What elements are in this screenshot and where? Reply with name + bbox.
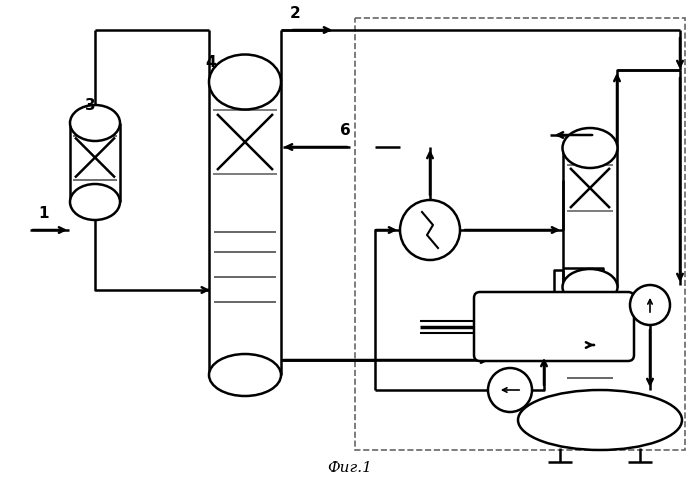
FancyBboxPatch shape <box>474 292 634 361</box>
Ellipse shape <box>70 184 120 220</box>
Text: 6: 6 <box>340 123 351 138</box>
Ellipse shape <box>563 269 617 305</box>
Ellipse shape <box>209 354 281 396</box>
Text: 4: 4 <box>205 55 215 70</box>
Circle shape <box>400 200 460 260</box>
Ellipse shape <box>518 390 682 450</box>
Bar <box>355 18 685 450</box>
Text: 3: 3 <box>85 98 96 113</box>
Ellipse shape <box>563 128 617 168</box>
Circle shape <box>488 368 532 412</box>
Text: Фиг.1: Фиг.1 <box>328 461 373 475</box>
Text: 2: 2 <box>290 6 301 21</box>
Circle shape <box>630 285 670 325</box>
Ellipse shape <box>70 105 120 141</box>
Ellipse shape <box>209 54 281 109</box>
Text: 1: 1 <box>38 206 48 221</box>
